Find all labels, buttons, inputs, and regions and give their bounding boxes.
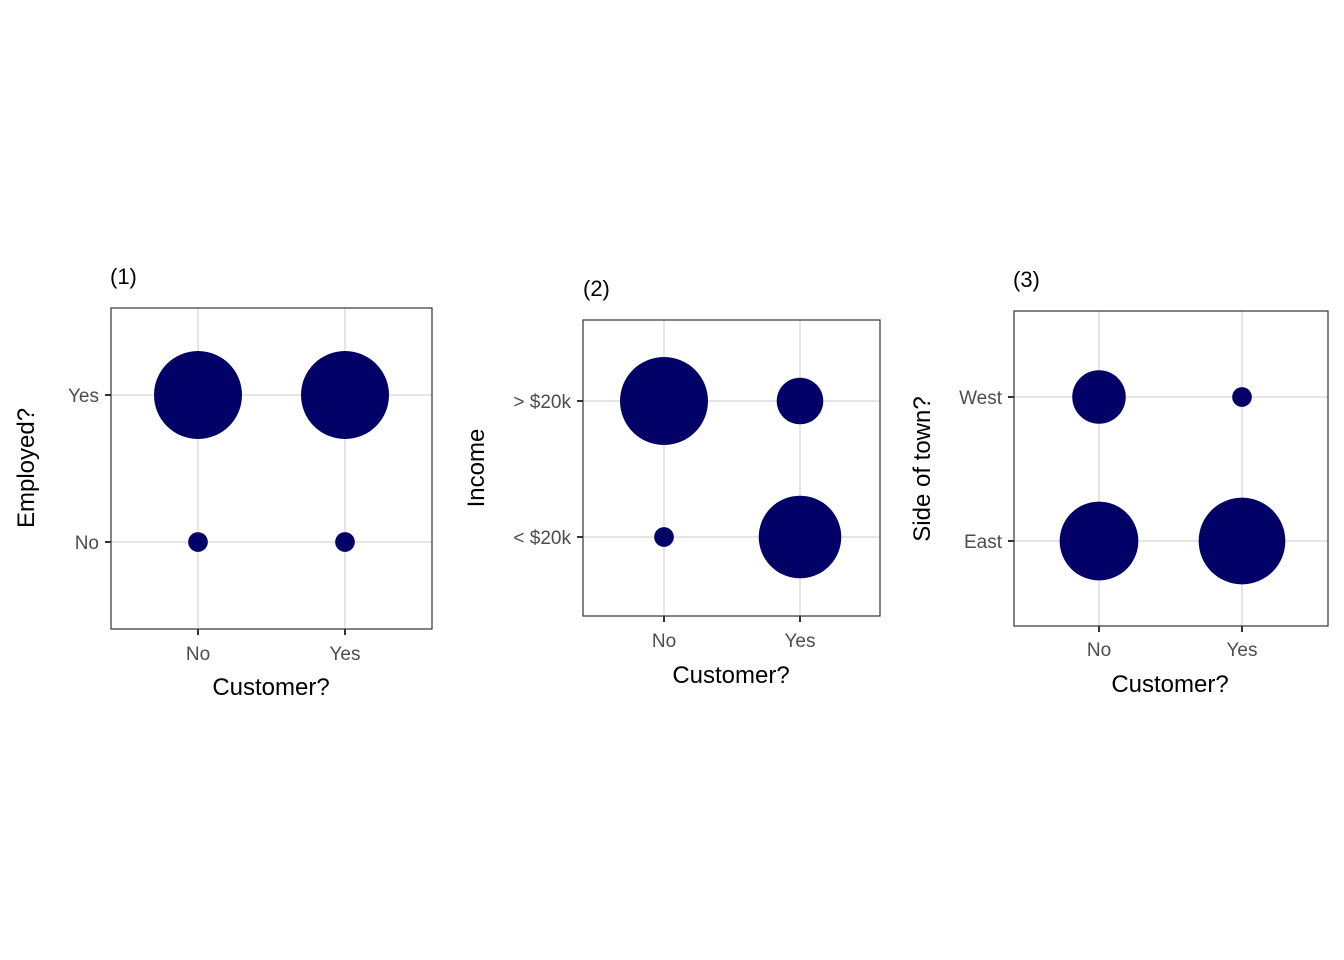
y-tick-label: East	[964, 532, 1003, 553]
x-tick-label: No	[186, 644, 210, 665]
x-axis-title: Customer?	[672, 662, 789, 689]
data-point	[1232, 387, 1252, 407]
data-point	[758, 495, 842, 579]
data-point	[335, 532, 355, 552]
panel-title: (1)	[110, 264, 137, 289]
panel-2: No Yes < $20k > $20k (2) Customer? Income	[463, 276, 881, 689]
panel-border	[582, 319, 881, 617]
data-point	[776, 377, 824, 425]
x-tick-label: Yes	[785, 631, 816, 652]
y-tick-label: West	[959, 388, 1003, 409]
panel-3: No Yes East West (3) Customer? Side of town?	[909, 267, 1329, 698]
panel-title: (2)	[583, 276, 610, 301]
x-axis-title: Customer?	[212, 674, 329, 701]
y-axis-title: Side of town?	[909, 396, 936, 541]
data-point	[1198, 497, 1286, 585]
data-point	[1059, 501, 1139, 581]
data-point	[154, 351, 242, 439]
x-tick-label: Yes	[330, 644, 361, 665]
data-point	[654, 527, 674, 547]
y-tick-label: > $20k	[513, 392, 571, 413]
data-point	[188, 532, 208, 552]
y-tick-label: < $20k	[513, 528, 571, 549]
panel-border	[1013, 310, 1329, 627]
x-tick-label: No	[652, 631, 676, 652]
x-tick-label: Yes	[1227, 640, 1258, 661]
data-point	[301, 351, 389, 439]
x-tick-label: No	[1087, 640, 1111, 661]
panel-border	[110, 307, 433, 630]
panel-title: (3)	[1013, 267, 1040, 292]
y-tick-label: Yes	[68, 386, 99, 407]
y-axis-title: Income	[463, 429, 490, 508]
x-axis-title: Customer?	[1111, 671, 1228, 698]
panel-1: No Yes No Yes (1) Customer? Employed?	[13, 264, 433, 701]
y-tick-label: No	[75, 533, 99, 554]
y-axis-title: Employed?	[13, 408, 40, 528]
data-point	[620, 357, 708, 445]
data-point	[1072, 370, 1126, 424]
